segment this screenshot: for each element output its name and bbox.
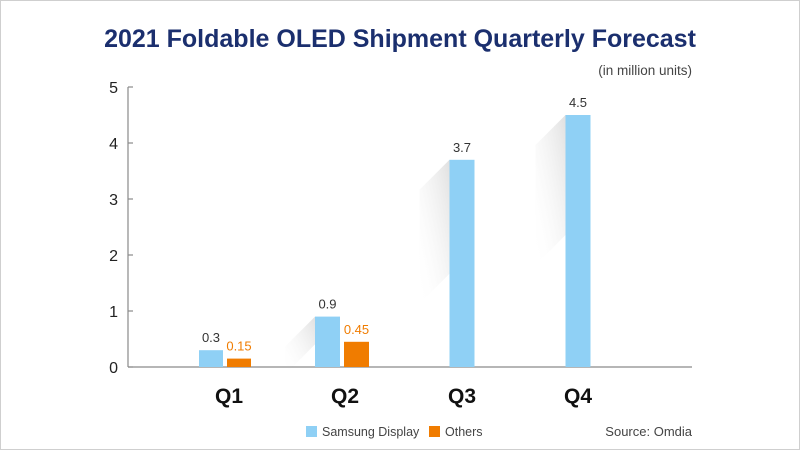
data-label-samsung-display-q1: 0.3	[202, 330, 220, 345]
data-labels: 0.3 0.15 0.9 0.45 3.7 4.5	[202, 95, 587, 354]
legend: Samsung Display Others	[306, 425, 483, 439]
bar-samsung-display-q1	[199, 350, 223, 367]
bar-shadow	[535, 115, 566, 265]
x-tick-label-q2: Q2	[331, 385, 359, 408]
bar-shadow	[285, 316, 315, 375]
x-tick-label-q3: Q3	[448, 385, 476, 408]
data-label-samsung-display-q2: 0.9	[318, 297, 336, 312]
data-label-samsung-display-q4: 4.5	[569, 95, 587, 110]
data-label-samsung-display-q3: 3.7	[453, 140, 471, 155]
legend-swatch-others	[429, 426, 440, 437]
bar-others-q1	[227, 358, 251, 367]
bar-shadows	[285, 115, 566, 375]
y-tick-label: 1	[109, 304, 118, 321]
y-tick-label: 2	[109, 248, 118, 265]
bar-samsung-display-q2	[315, 316, 340, 367]
legend-label-others: Others	[445, 425, 483, 439]
y-tick-label: 5	[109, 80, 118, 97]
legend-label-samsung-display: Samsung Display	[322, 425, 420, 439]
unit-label: (in million units)	[598, 63, 692, 78]
bar-shadow	[419, 159, 450, 304]
bar-samsung-display-q4	[565, 115, 591, 367]
x-axis: Q1 Q2 Q3 Q4	[128, 366, 692, 408]
y-axis: 0 1 2 3 4 5	[109, 80, 133, 377]
source-note: Source: Omdia	[605, 424, 692, 439]
legend-swatch-samsung-display	[306, 426, 317, 437]
y-tick-label: 4	[109, 136, 118, 153]
y-tick-label: 3	[109, 192, 118, 209]
x-tick-label-q1: Q1	[215, 385, 243, 408]
x-tick-label-q4: Q4	[564, 385, 592, 408]
data-label-others-q2: 0.45	[344, 322, 369, 337]
data-label-others-q1: 0.15	[226, 339, 251, 354]
bars	[199, 115, 591, 367]
y-tick-label: 0	[109, 360, 118, 377]
chart-title: 2021 Foldable OLED Shipment Quarterly Fo…	[104, 25, 697, 53]
bar-others-q2	[344, 341, 369, 367]
bar-samsung-display-q3	[449, 159, 475, 367]
